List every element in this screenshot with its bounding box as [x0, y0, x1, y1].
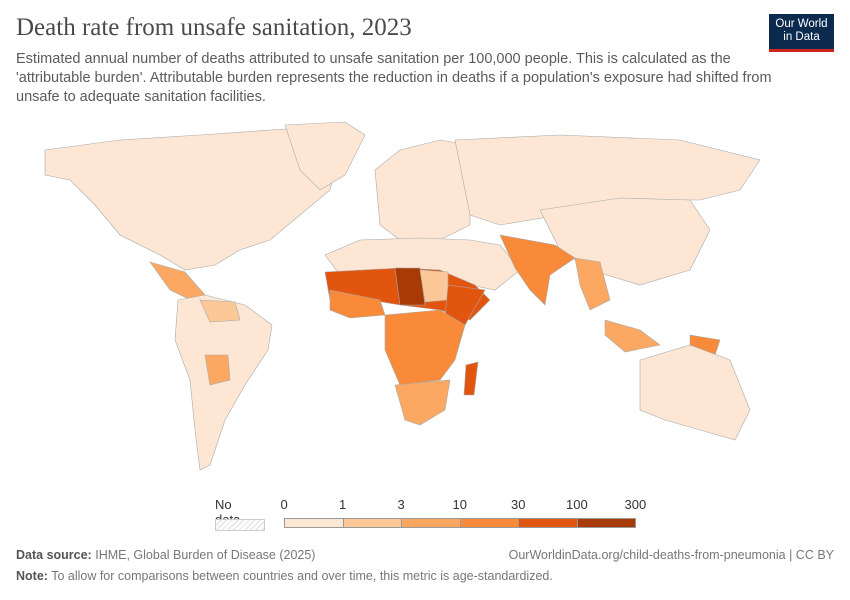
legend-tick: 30: [511, 497, 526, 512]
region-venezuela[interactable]: [199, 299, 241, 323]
logo-line-2: in Data: [783, 31, 820, 43]
legend-bin[interactable]: [284, 518, 344, 528]
region-china-east-asia[interactable]: [539, 197, 711, 286]
source-text[interactable]: IHME, Global Burden of Disease (2025): [95, 548, 316, 562]
legend-tick: 1: [339, 497, 347, 512]
legend-bin[interactable]: [576, 518, 636, 528]
legend-tick: 300: [624, 497, 647, 512]
logo-line-1: Our World: [775, 18, 828, 30]
region-central-east-africa[interactable]: [384, 309, 466, 386]
legend-tick: 3: [397, 497, 405, 512]
region-north-america[interactable]: [44, 127, 341, 271]
region-southeast-asia[interactable]: [604, 319, 661, 353]
chart-url[interactable]: OurWorldinData.org/child-deaths-from-pne…: [508, 548, 834, 562]
note: Note: To allow for comparisons between c…: [16, 569, 553, 583]
region-australia[interactable]: [639, 344, 751, 441]
world-map: [44, 121, 761, 471]
region-bolivia[interactable]: [204, 354, 231, 386]
legend-bin[interactable]: [459, 518, 519, 528]
region-europe[interactable]: [374, 139, 471, 241]
legend-bin[interactable]: [518, 518, 578, 528]
region-southeast-asia[interactable]: [574, 257, 611, 311]
region-west-africa[interactable]: [329, 289, 386, 319]
note-text: To allow for comparisons between countri…: [51, 569, 553, 583]
source-label: Data source:: [16, 548, 92, 562]
region-madagascar[interactable]: [463, 361, 479, 396]
region-russia-central-asia[interactable]: [454, 134, 761, 226]
region-chad[interactable]: [394, 267, 426, 306]
chart-subtitle: Estimated annual number of deaths attrib…: [16, 51, 772, 105]
region-southern-africa[interactable]: [394, 379, 451, 426]
no-data-swatch: [215, 519, 265, 531]
region-south-asia[interactable]: [499, 234, 576, 306]
legend-tick: 10: [452, 497, 467, 512]
legend-bin[interactable]: [342, 518, 402, 528]
region-north-america[interactable]: [284, 121, 366, 191]
region-sudan[interactable]: [419, 269, 449, 303]
legend-tick: 100: [566, 497, 588, 512]
chart-title: Death rate from unsafe sanitation, 2023: [16, 14, 412, 41]
note-label: Note:: [16, 569, 48, 583]
region-south-america[interactable]: [174, 294, 273, 471]
owid-logo[interactable]: Our World in Data: [769, 14, 834, 52]
legend-tick: 0: [280, 497, 288, 512]
legend-bin[interactable]: [401, 518, 461, 528]
source: Data source: IHME, Global Burden of Dise…: [16, 548, 315, 562]
